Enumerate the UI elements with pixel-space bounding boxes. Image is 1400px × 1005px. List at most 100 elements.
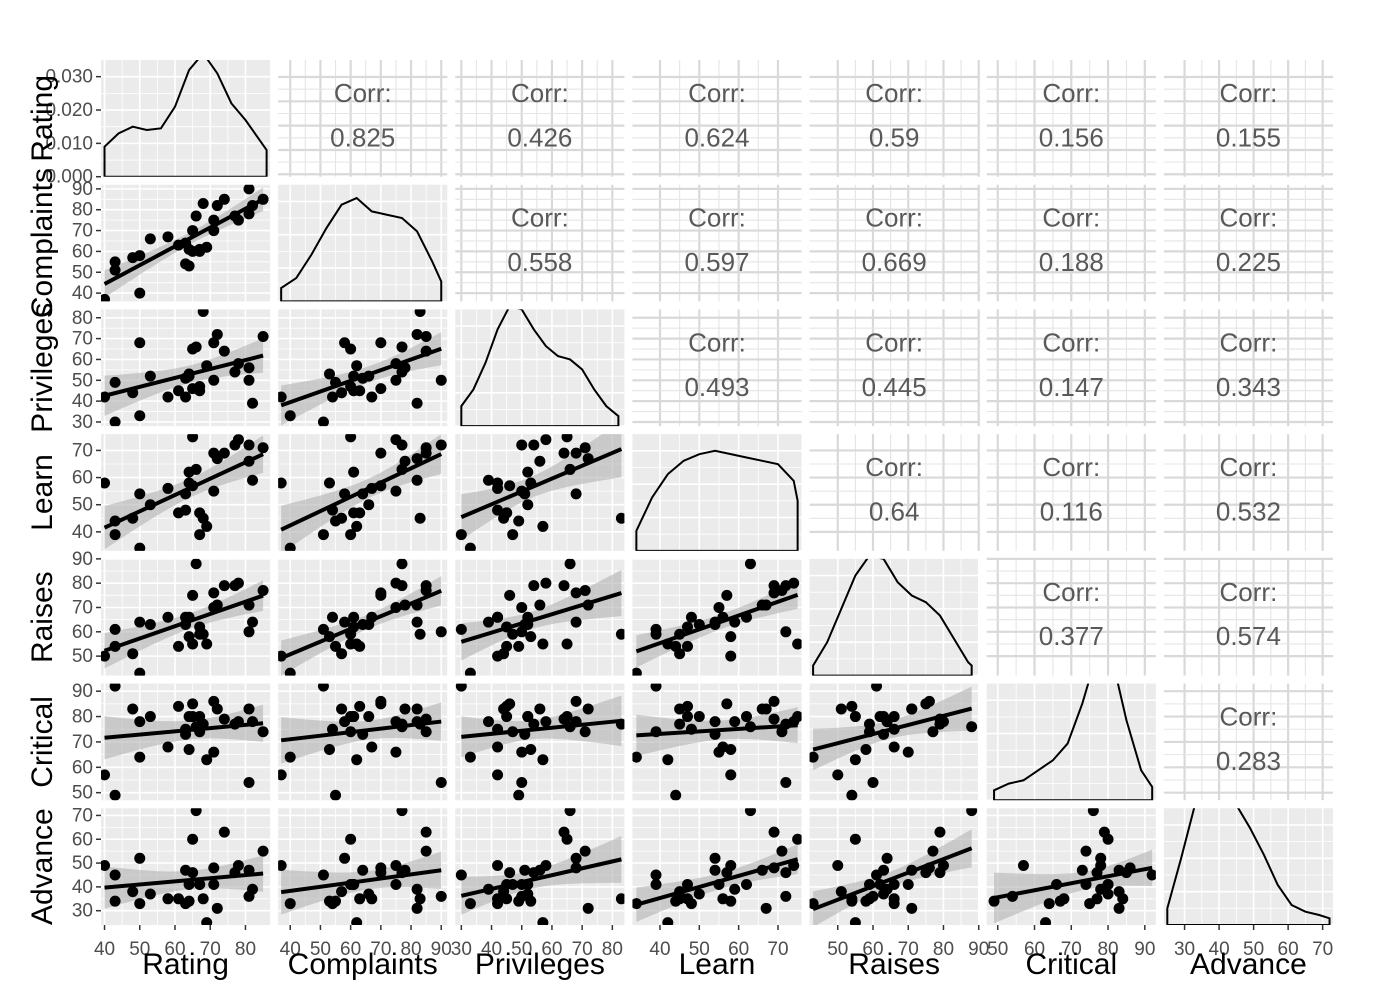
data-point — [411, 883, 423, 895]
data-point — [809, 751, 819, 763]
panel-privileges-raises: Corr: 0.445 — [809, 309, 980, 427]
data-point — [336, 387, 348, 399]
data-point — [561, 434, 573, 443]
data-point — [134, 488, 146, 500]
data-point — [464, 542, 476, 551]
data-point — [570, 447, 582, 459]
data-point — [375, 337, 387, 349]
panel-critical-complaints — [278, 683, 448, 801]
panel-critical-rating — [101, 683, 271, 801]
data-point — [455, 529, 467, 541]
data-point — [504, 589, 516, 601]
y-tick-label: 60 — [72, 622, 93, 643]
data-point — [278, 859, 287, 871]
data-point — [327, 391, 339, 403]
data-point — [685, 611, 697, 623]
data-point — [257, 845, 269, 857]
data-point — [187, 867, 199, 879]
data-point — [278, 391, 287, 403]
data-point — [780, 777, 792, 789]
data-point — [339, 852, 351, 864]
corr-label: Corr: — [688, 327, 746, 357]
data-point — [507, 628, 519, 640]
data-point — [243, 374, 255, 386]
data-point — [323, 477, 335, 489]
x-strip-learn: Learn — [679, 948, 756, 981]
y-tick-label: 70 — [72, 221, 93, 242]
data-point — [243, 208, 255, 220]
data-point — [832, 859, 844, 871]
data-point — [492, 477, 504, 489]
data-point — [190, 210, 202, 222]
data-point — [201, 241, 213, 253]
data-point — [776, 726, 788, 738]
panel-rating-privileges: Corr: 0.426 — [455, 60, 625, 177]
y-tick-label: 40 — [72, 283, 93, 304]
y-strip-privileges: Privileges — [26, 303, 59, 433]
scatter-points — [455, 558, 625, 676]
data-point — [435, 626, 447, 638]
y-tick-label: 50 — [72, 853, 93, 874]
corr-label: Corr: — [688, 78, 746, 108]
data-point — [570, 695, 582, 707]
corr-value: 0.116 — [1040, 497, 1103, 527]
data-point — [1095, 859, 1107, 871]
corr-label: Corr: — [865, 327, 923, 357]
x-strip-critical: Critical — [1025, 948, 1117, 981]
data-point — [492, 898, 504, 910]
data-point — [455, 623, 467, 635]
data-point — [375, 698, 387, 710]
data-point — [187, 698, 199, 710]
data-point — [760, 703, 772, 715]
data-point — [507, 529, 519, 541]
data-point — [537, 754, 549, 766]
panel-rating-advance: Corr: 0.155 — [1163, 60, 1333, 177]
data-point — [867, 890, 879, 902]
data-point — [934, 826, 946, 838]
regression-line — [280, 719, 442, 743]
panel-learn-complaints — [278, 434, 448, 551]
data-point — [180, 258, 192, 270]
data-point — [187, 434, 199, 443]
data-point — [522, 711, 534, 723]
data-point — [420, 584, 432, 596]
x-tick-label: 70 — [767, 939, 788, 960]
data-point — [330, 789, 342, 801]
data-point — [134, 751, 146, 763]
data-point — [278, 769, 287, 781]
x-tick-label: 70 — [370, 939, 391, 960]
data-point — [348, 611, 360, 623]
data-point — [1095, 883, 1107, 895]
y-tick-label: 70 — [72, 597, 93, 618]
data-point — [729, 716, 741, 728]
data-point — [744, 558, 756, 570]
data-point — [180, 898, 192, 910]
data-point — [375, 867, 387, 879]
data-point — [519, 864, 531, 876]
data-point — [257, 331, 269, 343]
x-tick-label: 60 — [1278, 939, 1299, 960]
data-point — [101, 650, 111, 662]
x-tick-label: 40 — [280, 939, 301, 960]
data-point — [109, 789, 121, 801]
data-point — [127, 252, 139, 264]
y-tick-label: 70 — [72, 805, 93, 826]
regression-line — [280, 868, 442, 895]
data-point — [1084, 898, 1096, 910]
data-point — [390, 577, 402, 589]
y-tick-label: 60 — [72, 468, 93, 489]
data-point — [513, 789, 525, 801]
data-point — [832, 769, 844, 781]
data-point — [513, 515, 525, 527]
data-point — [464, 751, 476, 763]
data-point — [709, 716, 721, 728]
data-point — [190, 558, 202, 570]
data-point — [760, 902, 772, 914]
data-point — [375, 383, 387, 395]
panel-raises-rating — [101, 558, 271, 676]
data-point — [632, 751, 642, 763]
data-point — [504, 867, 516, 879]
data-point — [768, 580, 780, 592]
confidence-band — [461, 695, 622, 758]
data-point — [208, 862, 220, 874]
